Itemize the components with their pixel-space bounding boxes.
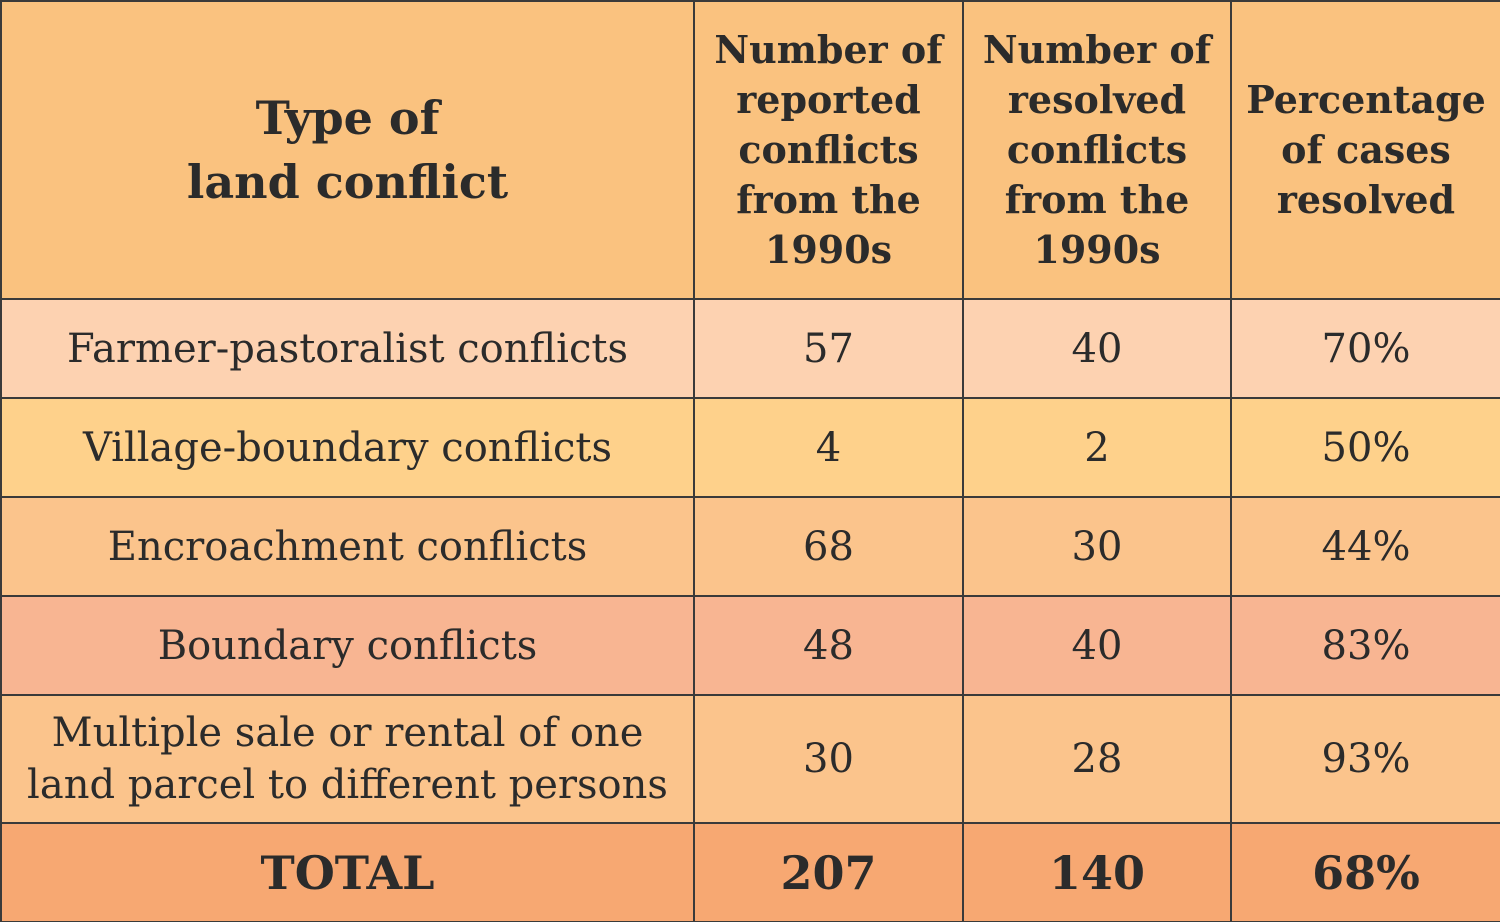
cell-reported: 48: [693, 595, 964, 696]
table-row: Boundary conflicts 48 40 83%: [0, 595, 1500, 696]
table-row: Encroachment conflicts 68 30 44%: [0, 496, 1500, 597]
cell-type: Village-boundary conflicts: [0, 397, 695, 498]
table-row: Multiple sale or rental of one land parc…: [0, 694, 1500, 824]
cell-percent: 93%: [1230, 694, 1500, 824]
cell-percent: 44%: [1230, 496, 1500, 597]
cell-resolved: 28: [962, 694, 1232, 824]
cell-percent: 50%: [1230, 397, 1500, 498]
cell-type: Encroachment conflicts: [0, 496, 695, 597]
cell-type-line: Multiple sale or rental of one: [51, 710, 644, 756]
total-resolved: 140: [962, 822, 1232, 922]
cell-resolved: 2: [962, 397, 1232, 498]
header-percentage-resolved: Percentage of cases resolved: [1230, 0, 1500, 300]
header-line: resolved: [1007, 76, 1187, 122]
total-percent: 68%: [1230, 822, 1500, 922]
total-label: TOTAL: [0, 822, 695, 922]
header-line: Number of: [982, 26, 1212, 72]
header-line: 1990s: [1033, 227, 1161, 273]
table-row: Farmer-pastoralist conflicts 57 40 70%: [0, 298, 1500, 399]
header-line: Percentage: [1246, 76, 1486, 122]
cell-type-line: land parcel to different persons: [27, 762, 668, 808]
header-line: 1990s: [764, 227, 893, 273]
cell-resolved: 40: [962, 595, 1232, 696]
header-line: from the: [1004, 177, 1190, 223]
cell-reported: 57: [693, 298, 964, 399]
header-line: reported: [736, 76, 921, 122]
header-line: from the: [736, 177, 921, 223]
header-line: Number of: [714, 26, 943, 72]
header-line: resolved: [1276, 177, 1456, 223]
total-reported: 207: [693, 822, 964, 922]
cell-type: Farmer-pastoralist conflicts: [0, 298, 695, 399]
cell-resolved: 40: [962, 298, 1232, 399]
header-resolved-conflicts: Number of resolved conflicts from the 19…: [962, 0, 1232, 300]
cell-reported: 68: [693, 496, 964, 597]
total-row: TOTAL 207 140 68%: [0, 822, 1500, 922]
header-reported-conflicts: Number of reported conflicts from the 19…: [693, 0, 964, 300]
table-header-row: Type of land conflict Number of reported…: [0, 0, 1500, 300]
cell-type: Multiple sale or rental of one land parc…: [0, 694, 695, 824]
header-line: conflicts: [738, 126, 919, 172]
table-row: Village-boundary conflicts 4 2 50%: [0, 397, 1500, 498]
header-line: land conflict: [186, 155, 509, 209]
header-line: conflicts: [1006, 126, 1188, 172]
cell-percent: 70%: [1230, 298, 1500, 399]
header-type-of-land-conflict: Type of land conflict: [0, 0, 695, 300]
cell-reported: 30: [693, 694, 964, 824]
cell-resolved: 30: [962, 496, 1232, 597]
cell-reported: 4: [693, 397, 964, 498]
header-line: Type of: [255, 90, 440, 145]
cell-type: Boundary conflicts: [0, 595, 695, 696]
cell-percent: 83%: [1230, 595, 1500, 696]
header-line: of cases: [1281, 126, 1451, 172]
